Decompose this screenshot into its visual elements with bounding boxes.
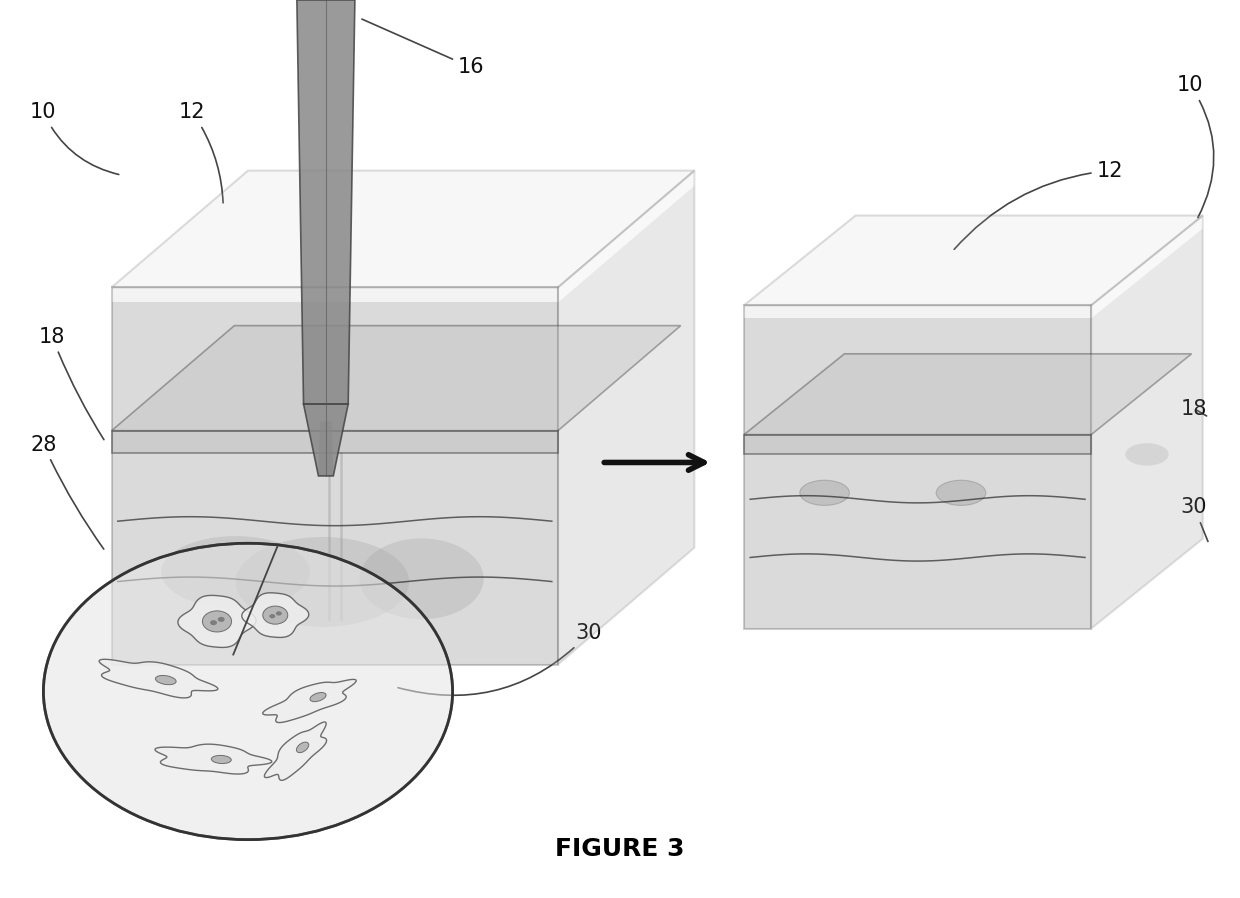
Polygon shape [296, 0, 355, 404]
Circle shape [202, 611, 232, 632]
Polygon shape [155, 744, 272, 774]
Polygon shape [112, 326, 681, 431]
Polygon shape [1091, 216, 1203, 629]
Polygon shape [112, 431, 558, 453]
Ellipse shape [211, 755, 232, 763]
Polygon shape [558, 186, 694, 665]
Ellipse shape [800, 480, 849, 506]
Polygon shape [744, 354, 1192, 435]
Polygon shape [744, 435, 1091, 454]
Text: 12: 12 [954, 161, 1123, 250]
Text: 10: 10 [1177, 75, 1214, 217]
Polygon shape [1091, 228, 1203, 629]
Text: 30: 30 [1180, 497, 1208, 541]
Text: 18: 18 [1180, 399, 1208, 418]
Polygon shape [263, 680, 356, 723]
Polygon shape [558, 171, 694, 665]
Circle shape [263, 606, 288, 624]
Text: 16: 16 [362, 19, 485, 77]
Text: FIGURE 3: FIGURE 3 [556, 837, 684, 860]
Text: 10: 10 [30, 102, 119, 174]
Polygon shape [744, 305, 1091, 629]
Circle shape [43, 543, 453, 840]
Ellipse shape [1126, 444, 1168, 466]
Text: 30: 30 [398, 623, 603, 695]
Polygon shape [112, 287, 558, 665]
Ellipse shape [161, 536, 310, 608]
Polygon shape [264, 722, 326, 780]
Text: 12: 12 [179, 102, 223, 203]
Polygon shape [99, 659, 218, 698]
Text: 18: 18 [38, 327, 104, 440]
Circle shape [275, 612, 281, 615]
Circle shape [269, 614, 275, 619]
Polygon shape [112, 171, 694, 287]
Ellipse shape [155, 675, 176, 684]
Ellipse shape [360, 539, 484, 620]
Polygon shape [112, 303, 558, 665]
Ellipse shape [236, 537, 409, 627]
Ellipse shape [310, 692, 326, 701]
Polygon shape [304, 404, 348, 476]
Ellipse shape [936, 480, 986, 506]
Polygon shape [177, 595, 255, 647]
Circle shape [210, 621, 217, 625]
Circle shape [218, 617, 224, 622]
Polygon shape [242, 593, 309, 638]
Ellipse shape [296, 742, 309, 753]
Polygon shape [744, 216, 1203, 305]
Polygon shape [744, 318, 1091, 629]
Polygon shape [319, 422, 334, 476]
Text: 28: 28 [30, 435, 104, 549]
